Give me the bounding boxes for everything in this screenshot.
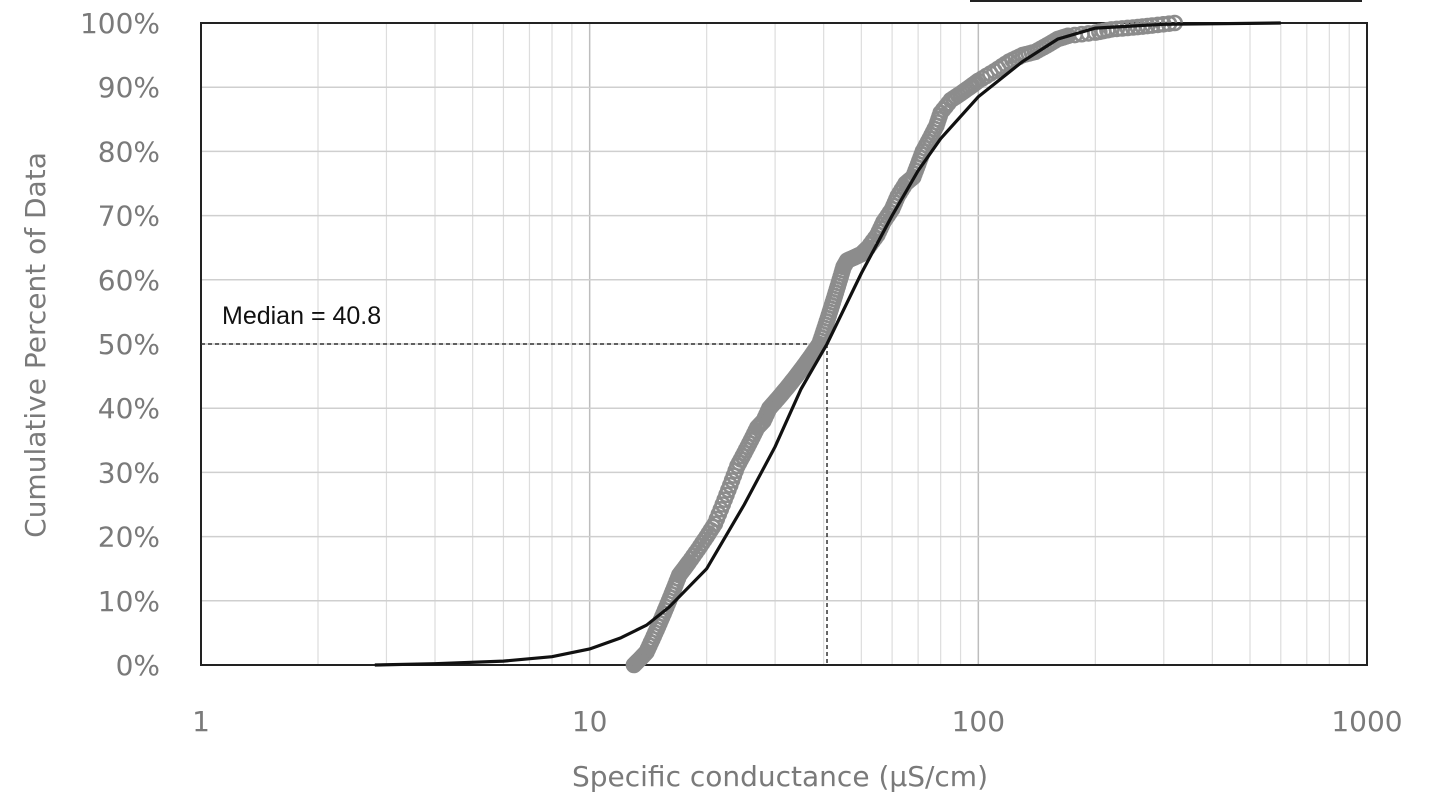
y-tick-label: 100%	[80, 7, 160, 40]
y-tick-label: 20%	[98, 521, 160, 554]
x-tick-label: 100	[952, 705, 1005, 738]
y-tick-label: 90%	[98, 71, 160, 104]
y-tick-label: 60%	[98, 264, 160, 297]
y-tick-label: 0%	[116, 649, 160, 682]
y-tick-label: 40%	[98, 392, 160, 425]
median-annotation: Median = 40.8	[222, 302, 381, 330]
y-tick-label: 50%	[98, 328, 160, 361]
y-tick-label: 70%	[98, 200, 160, 233]
x-tick-label: 1000	[1331, 705, 1402, 738]
y-tick-label: 10%	[98, 585, 160, 618]
median-guide-lines	[201, 343, 828, 665]
x-axis-title: Specific conductance (µS/cm)	[572, 760, 988, 793]
y-tick-label: 80%	[98, 135, 160, 168]
y-axis-tick-labels: 0% 10% 20% 30% 40% 50% 60% 70% 80% 90% 100%	[80, 7, 160, 682]
data-point	[1103, 21, 1120, 38]
observed-data-points	[625, 14, 1183, 674]
y-tick-label: 30%	[98, 456, 160, 489]
fitted-distribution-curve	[374, 21, 1281, 667]
data-point	[1108, 20, 1126, 38]
y-axis-title: Cumulative Percent of Data	[19, 152, 52, 538]
x-axis-tick-labels: 1 10 100 1000	[192, 705, 1403, 738]
x-tick-label: 10	[572, 705, 608, 738]
x-tick-label: 1	[192, 705, 210, 738]
